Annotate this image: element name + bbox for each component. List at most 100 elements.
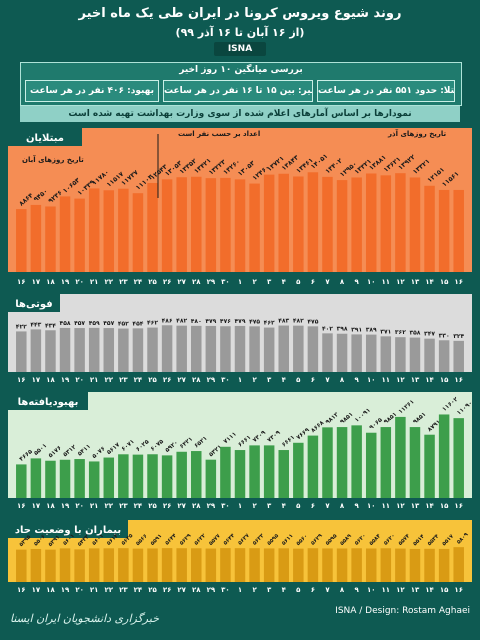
x-tick-label: ۱ [238, 502, 242, 510]
x-tick-label: ۲۴ [134, 376, 143, 384]
x-tick-label: ۱ [238, 278, 242, 286]
bar [59, 327, 71, 372]
x-tick-label: ۱۴ [425, 502, 434, 510]
x-tick-label: ۲۱ [90, 502, 99, 510]
x-tick-label: ۴ [282, 376, 287, 384]
x-axis-strip [8, 372, 472, 386]
bar [234, 548, 246, 582]
data-label: ۴۸۲ [176, 318, 187, 325]
bar [16, 209, 27, 272]
bar [322, 548, 333, 582]
bar [176, 177, 187, 272]
bar [74, 198, 85, 272]
x-tick-label: ۸ [340, 376, 345, 384]
x-tick-label: ۲۰ [75, 586, 84, 594]
x-axis-strip [8, 498, 472, 512]
bar [278, 325, 289, 372]
x-tick-label: ۳ [267, 376, 272, 384]
infected-panel: مبتلایان ۸۸۶۴ ۱۶ ۹۴۵۰ ۱۷ ۹۲۳۶ ۱۸ ۱۰۶۵۳ ۱۹ ۱۰۳۳۹ ۲۰… [8, 128, 472, 288]
x-tick-label: ۱۶ [454, 502, 463, 510]
x-tick-label: ۲۸ [192, 586, 201, 594]
x-tick-label: ۲۴ [134, 278, 143, 286]
x-tick-label: ۱۶ [17, 376, 26, 384]
x-tick-label: ۱۰ [367, 278, 376, 286]
deaths-chart: فوتی‌ها۴۲۲۱۶۴۴۳۱۷۴۳۴۱۸۴۵۸۱۹۴۵۷۲۰۴۵۹۲۱۴۵۷… [8, 294, 472, 386]
x-tick-label: ۴ [282, 586, 287, 594]
x-tick-label: ۲۲ [105, 502, 114, 510]
x-tick-label: ۲۴ [134, 502, 143, 510]
bar [293, 176, 304, 272]
x-tick-label: ۸ [340, 278, 345, 286]
bar [336, 427, 348, 498]
bar [438, 340, 450, 372]
x-tick-label: ۲۹ [207, 586, 216, 594]
x-tick-label: ۲۶ [163, 376, 172, 384]
x-tick-label: ۲۴ [134, 586, 143, 594]
x-tick-label: ۵ [296, 376, 301, 384]
x-tick-label: ۲۵ [148, 278, 157, 286]
data-label: ۳۶۲ [395, 329, 406, 336]
x-tick-label: ۲۲ [105, 376, 114, 384]
bar [438, 414, 450, 498]
x-tick-label: ۱۷ [32, 502, 41, 510]
bar [103, 548, 115, 582]
bar [132, 193, 144, 272]
x-tick-label: ۲۸ [192, 376, 201, 384]
bar [453, 418, 464, 498]
x-tick-label: ۱۶ [454, 278, 463, 286]
x-tick-label: ۱۹ [61, 278, 70, 286]
x-tick-label: ۳ [267, 278, 272, 286]
x-tick-label: ۶ [311, 376, 315, 384]
x-tick-label: ۲۶ [163, 502, 172, 510]
x-tick-label: ۷ [325, 278, 330, 286]
bar [307, 172, 319, 272]
chart-title-tag [8, 128, 82, 146]
bar [365, 548, 377, 582]
critical-chart: بیماران با وضعیت حاد۵۳۹۵۱۶۵۵۰۶۱۷۵۳۹۱۱۸۵۶… [8, 520, 472, 596]
x-tick-label: ۲۳ [119, 586, 128, 594]
bar [293, 442, 304, 498]
chart-title-tag [8, 392, 88, 410]
x-tick-label: ۲۳ [119, 502, 128, 510]
x-tick-label: ۱۲ [396, 502, 405, 510]
bar [278, 548, 289, 582]
x-tick-label: ۳۰ [221, 502, 230, 510]
bar [45, 549, 56, 582]
x-tick-label: ۱۱ [382, 502, 391, 510]
page-title: روند شیوع ویروس کرونا در ایران طی یک ماه… [78, 6, 402, 21]
chart-title: بیماران با وضعیت حاد [15, 525, 121, 536]
data-label: ۴۸۲ [293, 318, 304, 325]
bar [118, 454, 129, 498]
bar [249, 548, 260, 582]
x-tick-label: ۶ [311, 502, 315, 510]
bar [59, 196, 71, 272]
data-label: ۴۸۶ [162, 317, 173, 324]
bar [424, 338, 435, 372]
data-label: ۳۲۴ [453, 333, 464, 340]
agency-badge: ISNA [214, 42, 266, 56]
x-tick-label: ۲۷ [177, 376, 186, 384]
data-label: ۴۶۲ [264, 320, 275, 327]
bar [351, 177, 362, 272]
x-tick-label: ۲۱ [90, 376, 99, 384]
data-label: ۴۷۹ [235, 318, 246, 325]
data-label: ۳۳۰ [439, 332, 450, 339]
x-tick-label: ۱۳ [411, 278, 420, 286]
critical-panel: بیماران با وضعیت حاد ۵۳۹۵ ۱۶ ۵۵۰۶ ۱۷ ۵۳۹۱ ۱۸ ۵۶… [8, 520, 472, 596]
x-tick-label: ۱۵ [440, 278, 449, 286]
x-tick-label: ۳ [267, 586, 272, 594]
x-tick-label: ۲۵ [148, 376, 157, 384]
x-tick-label: ۱۳ [411, 502, 420, 510]
x-tick-label: ۷ [325, 502, 330, 510]
bar [424, 185, 435, 272]
x-tick-label: ۱۵ [440, 376, 449, 384]
bar [336, 548, 348, 582]
chart-title: مبتلایان [26, 133, 64, 144]
x-tick-label: ۲۳ [119, 278, 128, 286]
bar [30, 204, 42, 272]
x-tick-label: ۱۷ [32, 278, 41, 286]
bar [30, 548, 42, 582]
bar [263, 327, 275, 372]
x-tick-label: ۱۴ [425, 278, 434, 286]
x-tick-label: ۲۹ [207, 376, 216, 384]
